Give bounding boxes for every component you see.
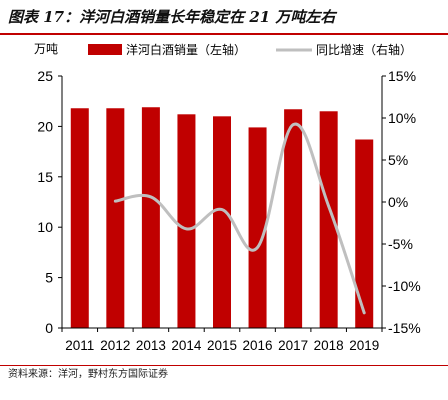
title-divider	[0, 33, 448, 35]
x-tick-label-2012: 2012	[100, 338, 130, 353]
y-left-tick-label: 0	[45, 320, 53, 336]
bar-2018	[319, 111, 338, 328]
bar-2017	[284, 109, 303, 328]
y-left-tick-label: 10	[37, 219, 53, 235]
source-divider	[0, 365, 448, 366]
y-right-tick-label: 10%	[388, 110, 416, 126]
legend-bar-label: 洋河白酒销量（左轴）	[126, 42, 246, 57]
y-right-tick-label: -15%	[388, 320, 421, 336]
x-tick-label-2016: 2016	[243, 338, 273, 353]
bar-2013	[141, 107, 160, 328]
y-right-tick-label: -5%	[388, 236, 413, 252]
x-tick-label-2018: 2018	[314, 338, 344, 353]
y-left-tick-label: 20	[37, 118, 53, 134]
x-tick-label-2014: 2014	[171, 338, 202, 353]
legend-bar-swatch	[88, 44, 122, 55]
bar-2015	[213, 116, 231, 328]
sales-volume-chart: 万吨 洋河白酒销量（左轴） 同比增速（右轴） 0 5 10 15 20 25 -15% -10…	[34, 42, 421, 353]
y-left-tick-label: 5	[45, 270, 53, 286]
chart-title: 图表 17：洋河白酒销量长年稳定在 21 万吨左右	[8, 8, 336, 26]
y-right-tick-label: -10%	[388, 278, 421, 294]
x-tick-label-2011: 2011	[65, 338, 94, 353]
x-tick-label-2017: 2017	[278, 338, 308, 353]
bar-series	[70, 107, 374, 329]
x-tick-label-2013: 2013	[136, 338, 166, 353]
bar-2012	[106, 108, 125, 328]
bar-2014	[177, 114, 196, 328]
y-right-tick-label: 5%	[388, 152, 408, 168]
bar-2016	[248, 127, 267, 329]
bar-2019	[355, 139, 374, 328]
y-left-tick-label: 25	[37, 68, 53, 84]
x-tick-label-2015: 2015	[207, 338, 237, 353]
y-left-tick-label: 15	[37, 169, 53, 185]
x-tick-label-2019: 2019	[349, 338, 379, 353]
line-series	[113, 122, 366, 315]
y-right-tick-label: 0%	[388, 194, 408, 210]
y-right-tick-label: 15%	[388, 68, 416, 84]
growth-line	[113, 122, 366, 315]
axes: 0 5 10 15 20 25 -15% -10% -5% 0% 5% 10% 15% 2011 2012 2…	[37, 68, 420, 353]
y-left-unit-label: 万吨	[34, 42, 58, 56]
bar-2011	[70, 108, 89, 328]
source-note: 资料来源：洋河，野村东方国际证券	[8, 369, 168, 380]
legend-line-label: 同比增速（右轴）	[316, 42, 412, 57]
